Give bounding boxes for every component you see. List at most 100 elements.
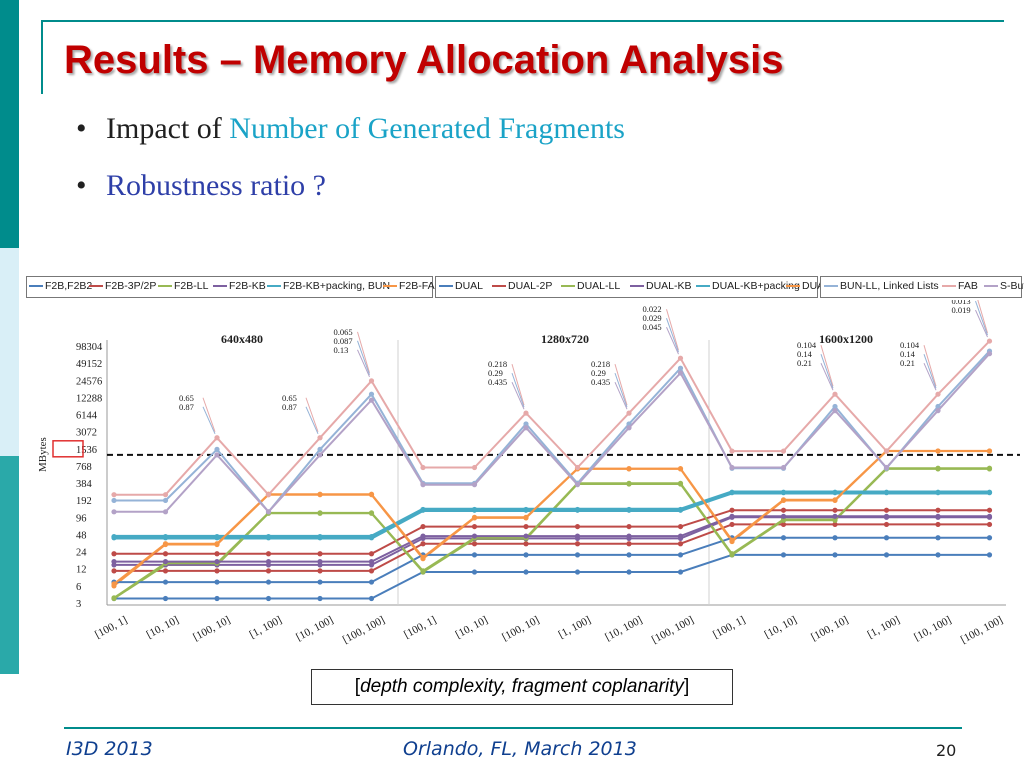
data-point [935,489,941,495]
data-point [265,568,272,574]
panel-title-1: 640x480 [221,332,263,346]
annotation-label: 0.435 [488,377,507,387]
data-point [574,523,581,530]
legend-swatch [696,285,710,288]
data-point [420,541,426,547]
data-point [317,559,323,565]
data-point [317,510,323,516]
data-point [265,492,272,498]
y-tick-label: 49152 [76,359,102,370]
data-point [471,514,478,520]
x-tick-label: [10, 10] [454,614,490,641]
data-point [368,595,375,602]
legend-entry: F2B-3P/2P [89,280,156,292]
data-point [935,513,941,519]
x-tick-label: [100, 10] [500,614,541,644]
x-tick-label: [10, 10] [145,614,181,641]
legend-label: S-Buffer [1000,280,1024,292]
data-point [523,541,529,547]
data-point [729,537,735,543]
series-line [114,350,991,513]
data-point [317,491,323,497]
slide-number: 20 [936,741,957,760]
legend-entry: DUAL-2P [492,280,552,292]
data-point [986,535,993,541]
legend-entry: F2B-KB+packing, BUN [267,280,390,292]
legend-label: F2B-LL [174,280,209,292]
x-tick-label: [10, 10] [763,614,799,641]
data-point [420,533,426,539]
annotation-label: 0.14 [797,349,813,359]
legend-swatch [630,285,644,288]
annotation-arrow [975,309,988,338]
data-point [317,579,323,585]
data-point [111,559,117,565]
annotation-label: 0.435 [591,377,610,387]
bullet-1-prefix: Impact of [106,112,230,145]
panel-title-2: 1280x720 [541,332,589,346]
data-point [523,569,529,575]
data-point [162,497,169,504]
data-point [214,446,220,452]
data-point [368,579,375,585]
data-point [935,408,941,414]
data-point [883,489,890,495]
data-point [780,489,787,495]
data-point [523,410,529,416]
y-tick-label: 98304 [76,342,103,353]
data-point [986,465,993,471]
data-point [832,403,838,410]
series-line [114,536,990,584]
annotation-arrow [511,364,525,406]
data-point [523,533,529,539]
data-point [574,552,581,558]
data-point [368,391,375,397]
data-point [986,521,993,528]
annotation-arrow [614,364,628,406]
data-point [677,552,684,558]
series-line [114,523,990,572]
annotation-label: 0.29 [591,368,606,378]
data-point [677,365,684,371]
bullet-1-highlight: Number of Generated Fragments [229,112,625,145]
legend-swatch [439,285,453,288]
data-point [626,480,632,486]
annotation-arrow [820,362,834,391]
data-point [214,579,220,585]
legend-entry: F2B-LL [158,280,208,292]
annotation-arrow [977,300,988,334]
data-point [986,552,993,558]
y-tick-label: 96 [76,513,87,524]
annotation-label: 0.14 [900,349,916,359]
data-point [729,521,735,528]
data-point [368,397,375,403]
annotation-arrow [305,397,319,432]
data-point [626,541,632,547]
data-point [883,507,890,513]
data-point [677,541,684,547]
annotation-arrow [820,345,834,387]
data-point [162,509,169,515]
data-point [935,465,941,471]
data-point [368,568,375,574]
legend-label: DUAL-KB+packing [712,280,800,292]
data-point [626,506,632,513]
data-point [368,378,375,384]
annotation-label: 0.87 [179,402,194,412]
annotation-label: 0.065 [334,327,353,337]
annotation-label: 0.045 [643,322,662,332]
data-point [214,568,220,574]
annotation-arrow [820,354,834,389]
legend-entry: FAB [942,280,978,292]
legend-swatch [786,285,800,288]
annotation-arrow [666,327,679,355]
data-point [420,506,426,513]
data-point [883,448,890,454]
data-point [935,535,941,541]
legend-label: F2B-3P/2P [105,280,157,292]
data-point [780,535,787,541]
data-point [368,510,375,516]
footer-conference: I3D 2013 [66,738,153,760]
legend-swatch [267,285,281,288]
data-point [471,464,478,471]
